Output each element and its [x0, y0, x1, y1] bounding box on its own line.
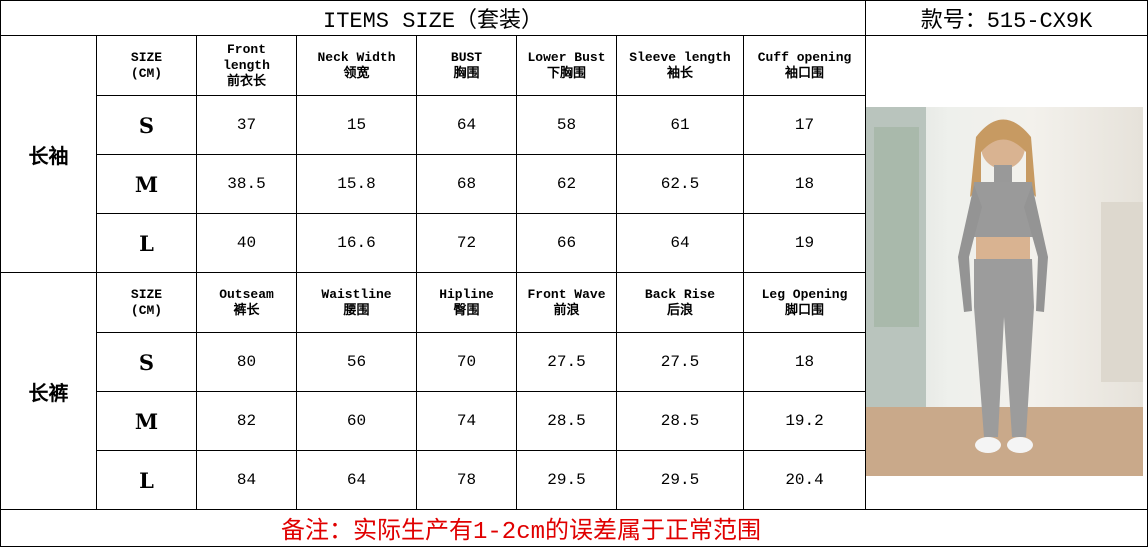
measurement-cell: 70	[416, 332, 517, 392]
bottom-category-label: 长裤	[0, 272, 97, 510]
header-line: 后浪	[666, 302, 693, 318]
size-label: L	[96, 450, 197, 510]
header-line: 袖口围	[785, 65, 825, 81]
header-line: 袖长	[666, 65, 693, 81]
measurement-cell: 80	[196, 332, 297, 392]
measurement-cell: 18	[742, 332, 867, 392]
size-label: S	[96, 332, 197, 392]
measurement-cell: 64	[416, 95, 517, 155]
measurement-cell: 61	[616, 95, 744, 155]
column-header: Front Wave 前浪	[516, 272, 617, 333]
measurement-cell: 66	[516, 213, 617, 273]
measurement-cell: 17	[742, 95, 867, 155]
column-header: SIZE (CM)	[96, 272, 197, 333]
size-label: S	[96, 95, 197, 155]
table-row: L 40 16.6 72 66 64 19	[1, 213, 1148, 273]
measurement-cell: 62	[516, 154, 617, 214]
top-category-label: 长袖	[0, 35, 97, 273]
measurement-cell: 19	[742, 213, 867, 273]
header-line: Sleeve length	[629, 49, 731, 65]
measurement-cell: 64	[296, 450, 417, 510]
measurement-cell: 27.5	[616, 332, 744, 392]
column-header: Cuff opening 袖口围	[742, 35, 867, 96]
column-header: Neck Width 领宽	[296, 35, 417, 96]
measurement-cell: 74	[416, 391, 517, 451]
size-label: M	[96, 391, 197, 451]
header-line: SIZE	[130, 49, 163, 65]
header-line: 前浪	[553, 302, 580, 318]
measurement-cell: 15.8	[296, 154, 417, 214]
header-line: Lower Bust	[527, 49, 606, 65]
header-line: 臀围	[453, 302, 480, 318]
measurement-cell: 68	[416, 154, 517, 214]
measurement-cell: 18	[742, 154, 867, 214]
column-header: Lower Bust 下胸围	[516, 35, 617, 96]
size-label: L	[96, 213, 197, 273]
table-row: M 82 60 74 28.5 28.5 19.2	[1, 391, 1148, 451]
measurement-cell: 29.5	[616, 450, 744, 510]
size-label: M	[96, 154, 197, 214]
measurement-cell: 29.5	[516, 450, 617, 510]
measurement-cell: 19.2	[742, 391, 867, 451]
tolerance-note: 备注：实际生产有1-2cm的误差属于正常范围	[0, 509, 1148, 547]
column-header: Hipline 臀围	[416, 272, 517, 333]
header-line: 腰围	[343, 302, 370, 318]
chart-title: ITEMS SIZE（套装）	[0, 0, 867, 36]
header-line: Cuff opening	[757, 49, 852, 65]
measurement-cell: 60	[296, 391, 417, 451]
measurement-cell: 27.5	[516, 332, 617, 392]
measurement-cell: 40	[196, 213, 297, 273]
measurement-cell: 72	[416, 213, 517, 273]
measurement-cell: 64	[616, 213, 744, 273]
measurement-cell: 82	[196, 391, 297, 451]
measurement-cell: 56	[296, 332, 417, 392]
table-row: S 80 56 70 27.5 27.5 18	[1, 332, 1148, 392]
header-line: 胸围	[453, 65, 480, 81]
column-header: Outseam 裤长	[196, 272, 297, 333]
header-line: BUST	[450, 49, 483, 65]
measurement-cell: 78	[416, 450, 517, 510]
header-line: (CM)	[130, 65, 163, 81]
measurement-cell: 28.5	[516, 391, 617, 451]
column-header: Leg Opening 脚口围	[742, 272, 867, 333]
style-code: 款号：515-CX9K	[865, 0, 1148, 36]
column-header: Sleeve length 袖长	[616, 35, 744, 96]
table-row: S 37 15 64 58 61 17	[1, 95, 1148, 155]
column-header: Front length 前衣长	[196, 35, 297, 96]
header-line: Front Wave	[527, 286, 606, 302]
measurement-cell: 28.5	[616, 391, 744, 451]
header-line: Back Rise	[644, 286, 716, 302]
header-line: 脚口围	[785, 302, 825, 318]
measurement-cell: 16.6	[296, 213, 417, 273]
header-line: Outseam	[219, 286, 274, 302]
header-line: 前衣长	[226, 73, 266, 89]
column-header: SIZE (CM)	[96, 35, 197, 96]
header-line: (CM)	[130, 302, 163, 318]
header-line: 裤长	[233, 302, 260, 318]
header-line: Neck Width	[317, 49, 396, 65]
header-line: Waistline	[321, 286, 392, 302]
measurement-cell: 15	[296, 95, 417, 155]
column-header: Waistline 腰围	[296, 272, 417, 333]
measurement-cell: 62.5	[616, 154, 744, 214]
header-line: Leg Opening	[761, 286, 848, 302]
header-line: length	[223, 57, 270, 73]
header-line: SIZE	[130, 286, 163, 302]
column-header: Back Rise 后浪	[616, 272, 744, 333]
header-line: Hipline	[439, 286, 494, 302]
measurement-cell: 84	[196, 450, 297, 510]
header-line: Front	[226, 41, 266, 57]
measurement-cell: 20.4	[742, 450, 867, 510]
measurement-cell: 38.5	[196, 154, 297, 214]
header-line: 下胸围	[546, 65, 586, 81]
header-line: 领宽	[343, 65, 370, 81]
measurement-cell: 58	[516, 95, 617, 155]
column-header: BUST 胸围	[416, 35, 517, 96]
measurement-cell: 37	[196, 95, 297, 155]
product-photo	[866, 107, 1143, 476]
